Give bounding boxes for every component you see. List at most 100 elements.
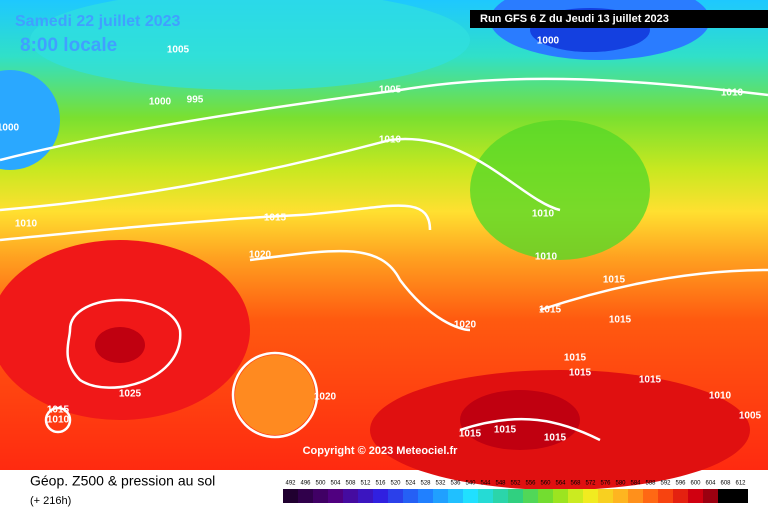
scale-label: 540	[465, 481, 476, 487]
scale-label: 492	[285, 481, 296, 487]
run-box	[470, 10, 768, 28]
scale-label: 532	[435, 481, 446, 487]
isobars	[0, 77, 768, 442]
isobar-label: 1010	[532, 209, 555, 220]
scale-label: 584	[630, 481, 641, 487]
scale-cell	[403, 489, 418, 503]
isobar-label: 995	[187, 95, 204, 106]
scale-label: 560	[540, 481, 551, 487]
isobar-label: 1005	[167, 45, 190, 56]
isobar-label: 1000	[0, 123, 20, 134]
scale-cell	[583, 489, 598, 503]
isobar-label: 1015	[609, 315, 632, 326]
scale-label: 528	[420, 481, 431, 487]
isobar-label: 1000	[537, 36, 560, 47]
isobar-label: 1015	[494, 425, 517, 436]
scale-cell	[688, 489, 703, 503]
scale-cell	[448, 489, 463, 503]
scale-label: 604	[705, 481, 716, 487]
scale-cell	[418, 489, 433, 503]
isobar-label: 1015	[47, 405, 70, 416]
run-info: Run GFS 6 Z du Jeudi 13 juillet 2023	[480, 13, 669, 25]
map-time: 8:00 locale	[20, 35, 117, 56]
scale-cell	[433, 489, 448, 503]
isobar-label: 1010	[535, 252, 558, 263]
scale-cell	[358, 489, 373, 503]
scale-label: 520	[390, 481, 401, 487]
isobar-labels: 1005100010051010100099510001010101010151…	[0, 36, 762, 444]
scale-cell	[313, 489, 328, 503]
scale-label: 596	[675, 481, 686, 487]
scale-cell	[388, 489, 403, 503]
scale-label: 524	[405, 481, 416, 487]
isobar-label: 1015	[569, 368, 592, 379]
scale-cell	[283, 489, 298, 503]
scale-label: 556	[525, 481, 536, 487]
scale-label: 536	[450, 481, 461, 487]
isobar-label: 1015	[459, 429, 482, 440]
map-date: Samedi 22 juillet 2023	[15, 13, 181, 30]
scale-label: 508	[345, 481, 356, 487]
scale-label: 548	[495, 481, 506, 487]
scale-label: 552	[510, 481, 521, 487]
scale-label: 608	[720, 481, 731, 487]
scale-cell	[553, 489, 568, 503]
scale-label: 564	[555, 481, 566, 487]
scale-label: 576	[600, 481, 611, 487]
scale-cell	[718, 489, 733, 503]
scale-cell	[613, 489, 628, 503]
scale-cell	[733, 489, 748, 503]
legend-lead: (+ 216h)	[30, 495, 71, 507]
scale-cell	[658, 489, 673, 503]
scale-cell	[523, 489, 538, 503]
legend-title: Géop. Z500 & pression au sol	[30, 473, 215, 489]
isobar-label: 1020	[314, 392, 337, 403]
isobar-label: 1010	[379, 135, 402, 146]
scale-label: 496	[300, 481, 311, 487]
scale-cell	[343, 489, 358, 503]
scale-label: 600	[690, 481, 701, 487]
isobar-label: 1005	[379, 85, 402, 96]
scale-cell	[508, 489, 523, 503]
scale-cell	[628, 489, 643, 503]
isobar-label: 1010	[15, 219, 38, 230]
scale-label: 516	[375, 481, 386, 487]
scale-cell	[373, 489, 388, 503]
scale-label: 588	[645, 481, 656, 487]
scale-cell	[463, 489, 478, 503]
scale-cell	[598, 489, 613, 503]
isobar-label: 1025	[119, 389, 142, 400]
isobar-label: 1015	[603, 275, 626, 286]
scale-label: 580	[615, 481, 626, 487]
scale-cell	[568, 489, 583, 503]
isobar-label: 1010	[47, 415, 70, 426]
scale-label: 612	[735, 481, 746, 487]
isobar-label: 1015	[564, 353, 587, 364]
isobar-label: 1020	[454, 320, 477, 331]
scale-cell	[328, 489, 343, 503]
scale-cell	[538, 489, 553, 503]
isobar-label: 1015	[264, 213, 287, 224]
isobar-label: 1010	[709, 391, 732, 402]
scale-label: 500	[315, 481, 326, 487]
isobar-label: 1010	[721, 88, 744, 99]
scale-label: 512	[360, 481, 371, 487]
scale-cell	[673, 489, 688, 503]
isobar-label: 1015	[539, 305, 562, 316]
scale-cell	[298, 489, 313, 503]
scale-cell	[493, 489, 508, 503]
scale-label: 504	[330, 481, 341, 487]
isobar-label: 1005	[739, 411, 762, 422]
scale-label: 592	[660, 481, 671, 487]
scale-label: 572	[585, 481, 596, 487]
isobar-label: 1000	[149, 97, 172, 108]
scale-cell	[703, 489, 718, 503]
scale-cell	[643, 489, 658, 503]
colorbar: 492 496 500 504 508 512 516 520 524 528 532 536 540 5…	[283, 481, 748, 503]
scale-label: 544	[480, 481, 491, 487]
copyright: Copyright © 2023 Meteociel.fr	[303, 445, 459, 457]
scale-cell	[478, 489, 493, 503]
scale-label: 568	[570, 481, 581, 487]
